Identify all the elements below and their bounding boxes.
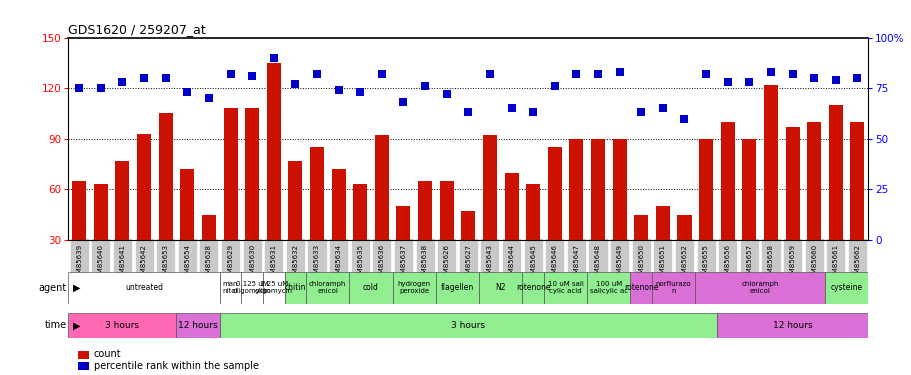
Bar bbox=[784, 127, 799, 291]
Bar bbox=[763, 85, 777, 291]
Text: rotenone: rotenone bbox=[516, 284, 550, 292]
Text: count: count bbox=[94, 350, 121, 359]
Bar bbox=[548, 147, 561, 291]
Bar bbox=[504, 172, 518, 291]
Bar bbox=[633, 214, 648, 291]
Bar bbox=[68, 313, 177, 338]
Bar bbox=[241, 272, 262, 304]
Bar bbox=[201, 214, 216, 291]
Bar bbox=[742, 139, 755, 291]
Text: flagellen: flagellen bbox=[440, 284, 474, 292]
Text: chitin: chitin bbox=[284, 284, 306, 292]
Text: 3 hours: 3 hours bbox=[451, 321, 485, 330]
Text: 100 uM
salicylic ac: 100 uM salicylic ac bbox=[589, 281, 627, 294]
Text: norflurazo
n: norflurazo n bbox=[655, 281, 691, 294]
Bar bbox=[349, 272, 393, 304]
Bar bbox=[526, 184, 539, 291]
Bar bbox=[77, 362, 89, 370]
Bar bbox=[824, 272, 867, 304]
Bar bbox=[694, 272, 824, 304]
Bar bbox=[306, 272, 349, 304]
Text: cysteine: cysteine bbox=[830, 284, 862, 292]
Text: 0.125 uM
oligomycin: 0.125 uM oligomycin bbox=[233, 281, 271, 294]
Bar bbox=[177, 313, 220, 338]
Bar bbox=[396, 206, 410, 291]
Bar bbox=[587, 272, 630, 304]
Bar bbox=[374, 135, 388, 291]
Bar bbox=[612, 139, 626, 291]
Text: 3 hours: 3 hours bbox=[106, 321, 139, 330]
Text: man
nitol: man nitol bbox=[222, 281, 238, 294]
Bar bbox=[806, 122, 820, 291]
Text: cold: cold bbox=[363, 284, 379, 292]
Text: GDS1620 / 259207_at: GDS1620 / 259207_at bbox=[68, 23, 206, 36]
Bar bbox=[116, 160, 129, 291]
Text: hydrogen
peroxide: hydrogen peroxide bbox=[397, 281, 430, 294]
Bar bbox=[522, 272, 543, 304]
Text: percentile rank within the sample: percentile rank within the sample bbox=[94, 361, 259, 370]
Bar bbox=[220, 272, 241, 304]
Bar bbox=[828, 105, 842, 291]
Text: ▶: ▶ bbox=[73, 321, 80, 330]
Bar bbox=[262, 272, 284, 304]
Bar bbox=[543, 272, 587, 304]
Bar bbox=[245, 108, 259, 291]
Bar bbox=[220, 313, 716, 338]
Text: rotenone: rotenone bbox=[623, 284, 658, 292]
Bar bbox=[435, 272, 478, 304]
Bar bbox=[284, 272, 306, 304]
Bar bbox=[478, 272, 522, 304]
Bar bbox=[655, 206, 670, 291]
Bar bbox=[482, 135, 496, 291]
Bar bbox=[72, 181, 87, 291]
Bar bbox=[630, 272, 651, 304]
Text: 1.25 uM
oligomycin: 1.25 uM oligomycin bbox=[254, 281, 292, 294]
Text: agent: agent bbox=[38, 283, 67, 293]
Text: untreated: untreated bbox=[125, 284, 163, 292]
Text: 10 uM sali
cylic acid: 10 uM sali cylic acid bbox=[547, 281, 583, 294]
Text: chloramph
enicol: chloramph enicol bbox=[741, 281, 778, 294]
Bar bbox=[332, 169, 345, 291]
Bar bbox=[568, 139, 583, 291]
Bar bbox=[353, 184, 367, 291]
Text: time: time bbox=[45, 321, 67, 330]
Bar bbox=[461, 211, 475, 291]
Bar bbox=[651, 272, 694, 304]
Text: N2: N2 bbox=[495, 284, 506, 292]
Bar bbox=[288, 160, 302, 291]
Bar bbox=[417, 181, 432, 291]
Bar bbox=[849, 122, 864, 291]
Bar bbox=[720, 122, 734, 291]
Bar bbox=[180, 169, 194, 291]
Bar bbox=[677, 214, 691, 291]
Text: 12 hours: 12 hours bbox=[772, 321, 812, 330]
Bar bbox=[716, 313, 867, 338]
Bar bbox=[590, 139, 604, 291]
Bar bbox=[266, 63, 281, 291]
Text: 12 hours: 12 hours bbox=[178, 321, 218, 330]
Bar bbox=[77, 351, 89, 359]
Bar bbox=[393, 272, 435, 304]
Bar bbox=[94, 184, 107, 291]
Bar bbox=[699, 139, 712, 291]
Bar bbox=[159, 113, 172, 291]
Text: chloramph
enicol: chloramph enicol bbox=[309, 281, 346, 294]
Bar bbox=[310, 147, 323, 291]
Bar bbox=[439, 181, 454, 291]
Bar bbox=[223, 108, 237, 291]
Bar bbox=[68, 272, 220, 304]
Bar bbox=[137, 134, 151, 291]
Text: ▶: ▶ bbox=[73, 283, 80, 293]
